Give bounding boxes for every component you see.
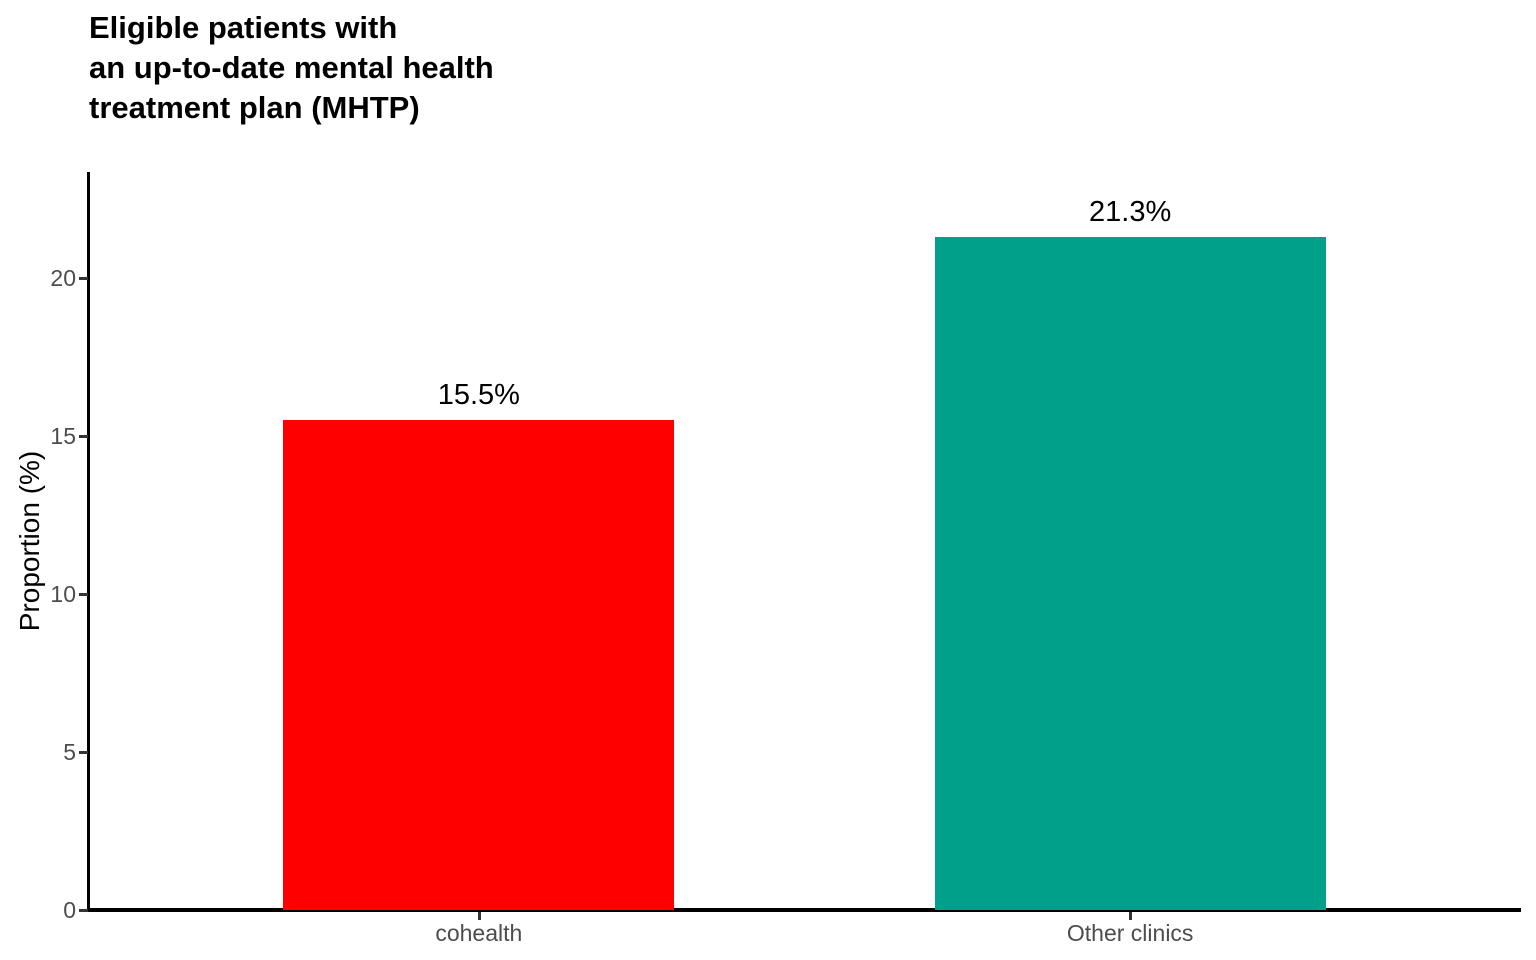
y-tick-mark (79, 435, 88, 438)
chart-title-line-2: an up-to-date mental health (89, 50, 494, 85)
chart-title-line-1: Eligible patients with (89, 10, 398, 45)
y-axis-line (87, 172, 90, 911)
y-tick-label: 15 (50, 423, 76, 449)
bar-other-clinics (934, 236, 1326, 910)
bar-value-label: 15.5% (437, 379, 520, 412)
y-tick-mark (79, 751, 88, 754)
y-tick-mark (79, 593, 88, 596)
chart-title: Eligible patients with an up-to-date men… (89, 8, 494, 128)
y-tick-mark (79, 909, 88, 912)
y-tick-label: 10 (50, 581, 76, 607)
x-axis-line (87, 908, 1521, 912)
y-tick-label: 0 (63, 897, 76, 923)
x-tick-label: cohealth (435, 920, 523, 946)
y-tick-mark (79, 277, 88, 280)
x-tick-mark (1129, 912, 1133, 920)
y-tick-label: 5 (63, 739, 76, 765)
bar-cohealth (283, 420, 675, 910)
x-tick-label: Other clinics (1066, 920, 1194, 946)
chart-title-line-3: treatment plan (MHTP) (89, 90, 420, 125)
bar-value-label: 21.3% (1089, 195, 1172, 228)
y-tick-label: 20 (50, 265, 76, 291)
x-tick-mark (477, 912, 481, 920)
